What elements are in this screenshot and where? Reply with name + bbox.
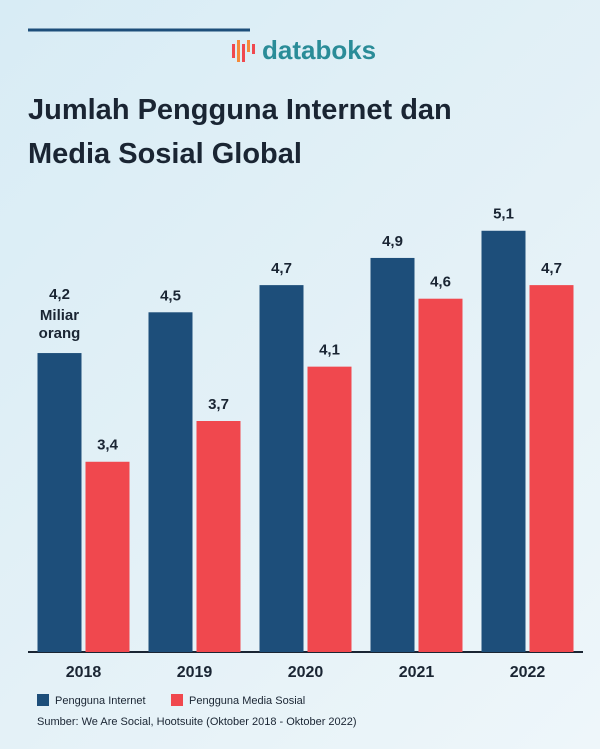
legend-swatch xyxy=(171,694,183,706)
bar xyxy=(418,298,463,652)
bar xyxy=(196,421,241,652)
x-tick-label: 2018 xyxy=(66,664,102,681)
logo-icon xyxy=(232,40,255,62)
legend-label: Pengguna Media Sosial xyxy=(189,695,305,707)
bar xyxy=(481,230,526,652)
bar xyxy=(85,461,130,652)
chart-title: Jumlah Pengguna Internet dan Media Sosia… xyxy=(28,94,452,170)
value-label: 4,9 xyxy=(382,233,403,250)
bar xyxy=(529,285,574,652)
value-label: 5,1 xyxy=(493,206,514,223)
value-label: 4,6 xyxy=(430,274,451,291)
bar xyxy=(307,366,352,652)
annotation: Miliar orang xyxy=(38,307,81,343)
x-tick-label: 2022 xyxy=(510,664,546,681)
bar xyxy=(37,353,82,652)
value-label: 3,4 xyxy=(97,437,119,454)
value-label: 4,7 xyxy=(541,260,562,277)
bar xyxy=(148,312,193,652)
value-label: 4,5 xyxy=(160,287,181,304)
value-label: 3,7 xyxy=(208,396,229,413)
legend-swatch xyxy=(37,694,49,706)
bar xyxy=(370,257,415,652)
x-tick-label: 2020 xyxy=(288,664,324,681)
x-tick-label: 2021 xyxy=(399,664,435,681)
value-label: 4,1 xyxy=(319,342,340,359)
x-tick-label: 2019 xyxy=(177,664,213,681)
value-label: 4,7 xyxy=(271,260,292,277)
value-label: 4,2 xyxy=(49,286,70,303)
legend-label: Pengguna Internet xyxy=(55,695,146,707)
logo: databoks xyxy=(262,35,376,65)
bar xyxy=(259,285,304,652)
source: Sumber: We Are Social, Hootsuite (Oktobe… xyxy=(37,716,357,728)
